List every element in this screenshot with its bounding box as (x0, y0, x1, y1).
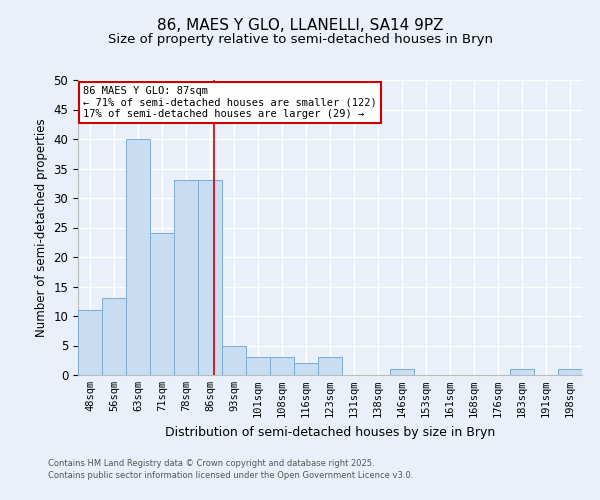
Bar (390, 369, 414, 375)
Bar (318, 358, 342, 375)
Bar (126, 139, 150, 375)
Bar (198, 180, 222, 375)
Bar (222, 346, 246, 375)
Bar (174, 180, 198, 375)
Text: Size of property relative to semi-detached houses in Bryn: Size of property relative to semi-detach… (107, 32, 493, 46)
Text: Contains HM Land Registry data © Crown copyright and database right 2025.
Contai: Contains HM Land Registry data © Crown c… (48, 459, 413, 480)
Bar (102, 298, 126, 375)
Bar (294, 363, 318, 375)
Bar (558, 369, 582, 375)
Y-axis label: Number of semi-detached properties: Number of semi-detached properties (35, 118, 48, 337)
Bar (270, 358, 294, 375)
Text: 86, MAES Y GLO, LLANELLI, SA14 9PZ: 86, MAES Y GLO, LLANELLI, SA14 9PZ (157, 18, 443, 32)
Bar (78, 310, 102, 375)
Bar (510, 369, 534, 375)
Bar (246, 358, 270, 375)
Text: 86 MAES Y GLO: 87sqm
← 71% of semi-detached houses are smaller (122)
17% of semi: 86 MAES Y GLO: 87sqm ← 71% of semi-detac… (83, 86, 377, 119)
X-axis label: Distribution of semi-detached houses by size in Bryn: Distribution of semi-detached houses by … (165, 426, 495, 438)
Bar (150, 234, 174, 375)
